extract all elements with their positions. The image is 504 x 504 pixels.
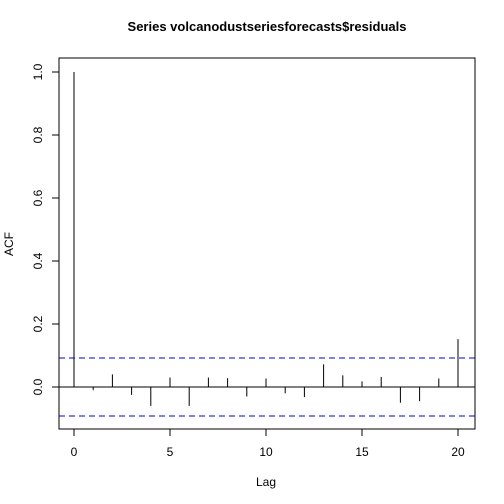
plot-frame xyxy=(58,57,476,430)
x-axis: 0 5 10 15 20 xyxy=(71,428,465,459)
x-tick-label: 20 xyxy=(451,445,465,459)
y-axis: 0.0 0.2 0.4 0.6 0.8 1.0 xyxy=(31,63,60,395)
x-tick-label: 15 xyxy=(355,445,369,459)
y-tick-label: 0.6 xyxy=(31,189,45,206)
y-axis-label: ACF xyxy=(2,232,16,256)
y-tick-label: 0.2 xyxy=(31,315,45,332)
chart-title: Series volcanodustseriesforecasts$residu… xyxy=(128,19,407,34)
y-tick-label: 0.0 xyxy=(31,378,45,395)
reference-lines xyxy=(59,357,475,417)
y-tick-label: 0.4 xyxy=(31,252,45,269)
x-tick-label: 10 xyxy=(259,445,273,459)
x-axis-label: Lag xyxy=(256,475,276,489)
acf-bars xyxy=(73,72,459,406)
x-tick-label: 0 xyxy=(71,445,78,459)
y-tick-label: 1.0 xyxy=(31,63,45,80)
x-tick-label: 5 xyxy=(167,445,174,459)
y-tick-label: 0.8 xyxy=(31,126,45,143)
